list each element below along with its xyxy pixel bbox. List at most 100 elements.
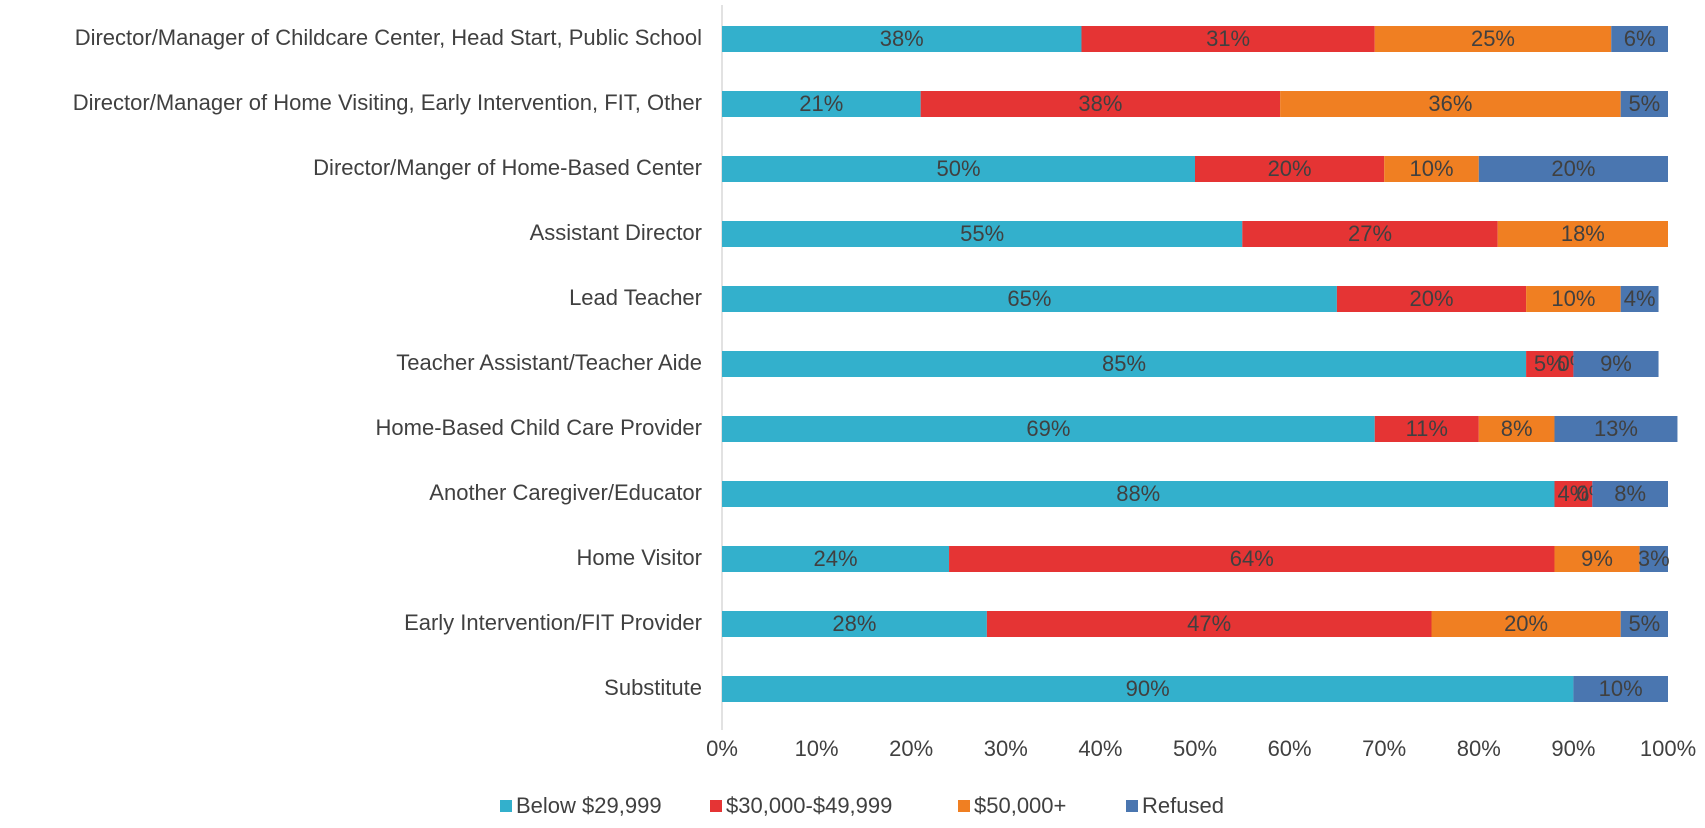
x-tick-label: 50% <box>1173 736 1217 761</box>
bar-segment <box>1526 351 1574 377</box>
data-label: 55% <box>960 221 1004 246</box>
data-label: 69% <box>1026 416 1070 441</box>
bar-segment <box>1620 611 1668 637</box>
data-label: 25% <box>1471 26 1515 51</box>
data-label: 65% <box>1007 286 1051 311</box>
data-label: 13% <box>1594 416 1638 441</box>
x-tick-label: 0% <box>706 736 738 761</box>
bar-segment <box>722 546 950 572</box>
x-tick-label: 80% <box>1457 736 1501 761</box>
data-label: 47% <box>1187 611 1231 636</box>
data-label: 5% <box>1628 611 1660 636</box>
bar-segment <box>1620 286 1659 312</box>
y-tick-label: Substitute <box>604 675 702 700</box>
bar-segment <box>1374 416 1479 442</box>
data-label: 8% <box>1614 481 1646 506</box>
data-label: 10% <box>1599 676 1643 701</box>
data-label: 28% <box>832 611 876 636</box>
bar-segment <box>722 481 1555 507</box>
bar-segment <box>1478 156 1668 182</box>
y-tick-label: Director/Manager of Childcare Center, He… <box>75 25 702 50</box>
legend-label: Refused <box>1142 793 1224 818</box>
data-label: 6% <box>1624 26 1656 51</box>
bar-segment <box>1639 546 1668 572</box>
x-tick-label: 60% <box>1268 736 1312 761</box>
data-label: 11% <box>1406 416 1448 441</box>
data-label: 88% <box>1116 481 1160 506</box>
data-label: 3% <box>1638 546 1670 571</box>
y-tick-label: Another Caregiver/Educator <box>429 480 702 505</box>
bar-segment <box>722 416 1375 442</box>
x-tick-label: 90% <box>1551 736 1595 761</box>
data-label: 20% <box>1504 611 1548 636</box>
bar-segment <box>1384 156 1479 182</box>
bar-segment <box>1336 286 1527 312</box>
data-label: 10% <box>1551 286 1595 311</box>
data-label: 38% <box>880 26 924 51</box>
bar-segment <box>1431 611 1621 637</box>
legend-swatch <box>1126 800 1138 812</box>
y-tick-label: Home Visitor <box>576 545 702 570</box>
bar-segment <box>1620 91 1668 117</box>
y-tick-label: Home-Based Child Care Provider <box>376 415 702 440</box>
data-label: 4% <box>1624 286 1656 311</box>
y-tick-label: Teacher Assistant/Teacher Aide <box>396 350 702 375</box>
data-label: 64% <box>1230 546 1274 571</box>
legend-label: $50,000+ <box>974 793 1066 818</box>
x-tick-label: 10% <box>795 736 839 761</box>
y-tick-label: Lead Teacher <box>569 285 702 310</box>
data-label: 38% <box>1078 91 1122 116</box>
bar-segment <box>1195 156 1385 182</box>
x-tick-label: 20% <box>889 736 933 761</box>
x-tick-label: 100% <box>1640 736 1696 761</box>
data-label: 9% <box>1581 546 1613 571</box>
bar-segment <box>722 221 1243 247</box>
bar-segment <box>986 611 1432 637</box>
x-tick-label: 70% <box>1362 736 1406 761</box>
bar-segment <box>722 156 1195 182</box>
bar-segment <box>1478 416 1555 442</box>
bar-segment <box>722 26 1082 52</box>
data-label: 85% <box>1102 351 1146 376</box>
data-label: 9% <box>1600 351 1632 376</box>
bar-segment <box>1242 221 1498 247</box>
legend-swatch <box>710 800 722 812</box>
bar-segment <box>722 611 987 637</box>
x-tick-label: 40% <box>1078 736 1122 761</box>
bar-segment <box>722 91 921 117</box>
legend-swatch <box>500 800 512 812</box>
bar-segment <box>1592 481 1668 507</box>
legend-label: Below $29,999 <box>516 793 662 818</box>
bar-segment <box>1573 676 1668 702</box>
data-label: 10% <box>1409 156 1453 181</box>
y-tick-label: Assistant Director <box>530 220 702 245</box>
data-label: 5% <box>1628 91 1660 116</box>
bar-segment <box>1611 26 1668 52</box>
y-tick-label: Director/Manager of Home Visiting, Early… <box>73 90 702 115</box>
bar-segment <box>1497 221 1668 247</box>
data-label: 27% <box>1348 221 1392 246</box>
x-tick-label: 30% <box>984 736 1028 761</box>
bar-segment <box>1526 286 1621 312</box>
y-tick-label: Director/Manger of Home-Based Center <box>313 155 702 180</box>
bar-segment <box>949 546 1555 572</box>
bar-segment <box>1081 26 1375 52</box>
data-label: 90% <box>1126 676 1170 701</box>
data-label: 20% <box>1409 286 1453 311</box>
bar-segment <box>1280 91 1621 117</box>
bar-segment <box>722 286 1337 312</box>
data-label: 24% <box>813 546 857 571</box>
data-label: 20% <box>1551 156 1595 181</box>
data-label: 18% <box>1561 221 1605 246</box>
legend-label: $30,000-$49,999 <box>726 793 892 818</box>
data-label: 8% <box>1501 416 1533 441</box>
bar-segment <box>1374 26 1612 52</box>
data-label: 4% <box>1558 481 1590 506</box>
data-label: 21% <box>799 91 843 116</box>
y-tick-label: Early Intervention/FIT Provider <box>404 610 702 635</box>
data-label: 50% <box>936 156 980 181</box>
legend-swatch <box>958 800 970 812</box>
bar-segment <box>1554 546 1640 572</box>
bar-segment <box>722 676 1574 702</box>
